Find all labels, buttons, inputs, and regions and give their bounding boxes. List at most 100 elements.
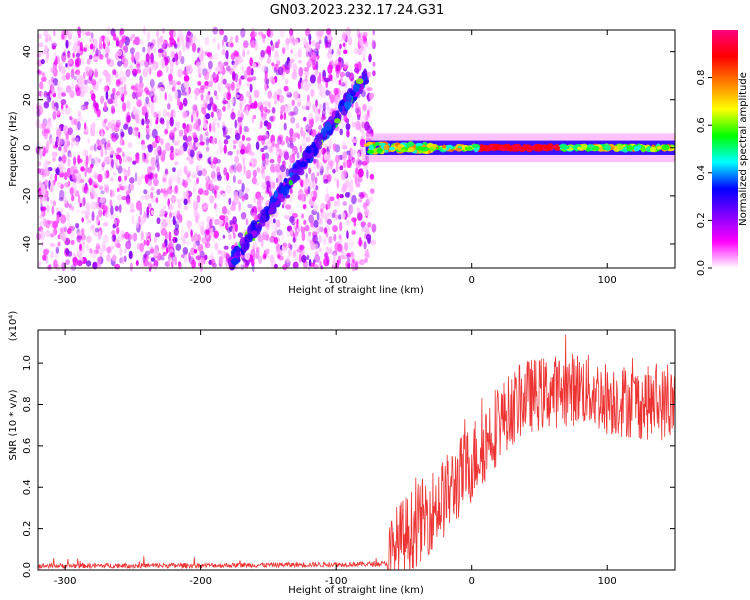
noise-cell (245, 218, 249, 226)
noise-cell (43, 101, 50, 109)
noise-cell (57, 80, 62, 88)
noise-cell (108, 73, 113, 82)
noise-cell (157, 48, 164, 53)
narrowband-cell (544, 145, 549, 150)
noise-cell (350, 194, 357, 205)
noise-cell (320, 91, 327, 99)
noise-cell (221, 205, 228, 215)
noise-cell (197, 169, 203, 177)
noise-cell (351, 217, 357, 223)
noise-cell (327, 64, 333, 74)
noise-cell (340, 212, 346, 220)
noise-cell (53, 51, 57, 60)
noise-cell (99, 54, 104, 60)
noise-cell (339, 128, 344, 136)
noise-cell (226, 91, 232, 101)
noise-cell (189, 149, 195, 158)
noise-cell (272, 256, 276, 264)
noise-cell (319, 165, 324, 174)
noise-cell (161, 27, 165, 35)
noise-cell (275, 150, 280, 157)
noise-cell (121, 93, 125, 103)
noise-cell (41, 170, 45, 180)
noise-cell (44, 163, 49, 171)
noise-cell (234, 132, 241, 141)
colorbar-tick-label: 0.8 (696, 70, 707, 86)
noise-cell (333, 177, 337, 182)
noise-cell (112, 224, 116, 229)
noise-cell (41, 84, 44, 90)
noise-cell (39, 220, 43, 228)
noise-cell (70, 194, 75, 202)
noise-cell (67, 127, 73, 136)
noise-cell (297, 221, 301, 229)
noise-cell (176, 81, 182, 86)
noise-cell (60, 208, 64, 215)
noise-cell (200, 259, 204, 270)
noise-cell (160, 153, 166, 162)
noise-cell (230, 112, 236, 120)
noise-cell (208, 55, 214, 60)
noise-cell (265, 133, 270, 140)
noise-cell (262, 253, 267, 260)
noise-cell (176, 168, 183, 177)
noise-cell (199, 250, 205, 258)
noise-cell (116, 187, 120, 192)
drift-cell (288, 179, 293, 186)
noise-cell (75, 87, 81, 97)
noise-cell (136, 61, 141, 67)
noise-cell (91, 224, 95, 229)
noise-cell (70, 166, 74, 175)
noise-cell (298, 59, 302, 64)
noise-cell (100, 95, 105, 104)
drift-cell (352, 83, 360, 93)
noise-cell (292, 237, 296, 243)
noise-cell (273, 99, 278, 105)
noise-cell (77, 154, 81, 165)
noise-cell (253, 114, 257, 120)
noise-cell (165, 55, 171, 64)
noise-cell (59, 138, 65, 147)
noise-cell (222, 44, 226, 52)
noise-cell (339, 194, 344, 199)
noise-cell (52, 106, 57, 112)
noise-cell (214, 193, 221, 199)
noise-cell (77, 194, 81, 204)
noise-cell (94, 156, 99, 164)
noise-cell (193, 180, 197, 187)
noise-cell (150, 263, 153, 268)
noise-cell (326, 185, 329, 195)
narrowband-line (363, 133, 676, 163)
noise-cell (75, 69, 81, 76)
noise-cell (268, 77, 273, 81)
noise-cell (277, 136, 282, 145)
drift-cell (302, 152, 311, 160)
noise-cell (240, 27, 246, 38)
noise-cell (136, 68, 142, 74)
noise-cell (135, 154, 140, 164)
noise-cell (123, 123, 129, 130)
noise-cell (313, 243, 319, 251)
noise-cell (205, 229, 210, 235)
noise-cell (225, 184, 232, 194)
noise-cell (155, 159, 159, 168)
noise-cell (125, 184, 131, 195)
noise-cell (261, 153, 266, 161)
noise-cell (320, 202, 326, 210)
noise-cell (255, 246, 260, 253)
noise-cell (275, 50, 279, 58)
noise-cell (60, 99, 67, 105)
noise-cell (56, 126, 62, 131)
noise-cell (181, 226, 184, 236)
drift-line (227, 68, 370, 271)
noise-cell (86, 167, 93, 174)
noise-cell (303, 219, 307, 225)
noise-cell (345, 218, 350, 226)
noise-cell (173, 43, 178, 49)
noise-cell (122, 58, 129, 68)
noise-cell (153, 46, 157, 53)
noise-cell (289, 34, 294, 44)
noise-cell (168, 203, 174, 211)
noise-cell (181, 40, 187, 48)
noise-cell (372, 61, 376, 67)
